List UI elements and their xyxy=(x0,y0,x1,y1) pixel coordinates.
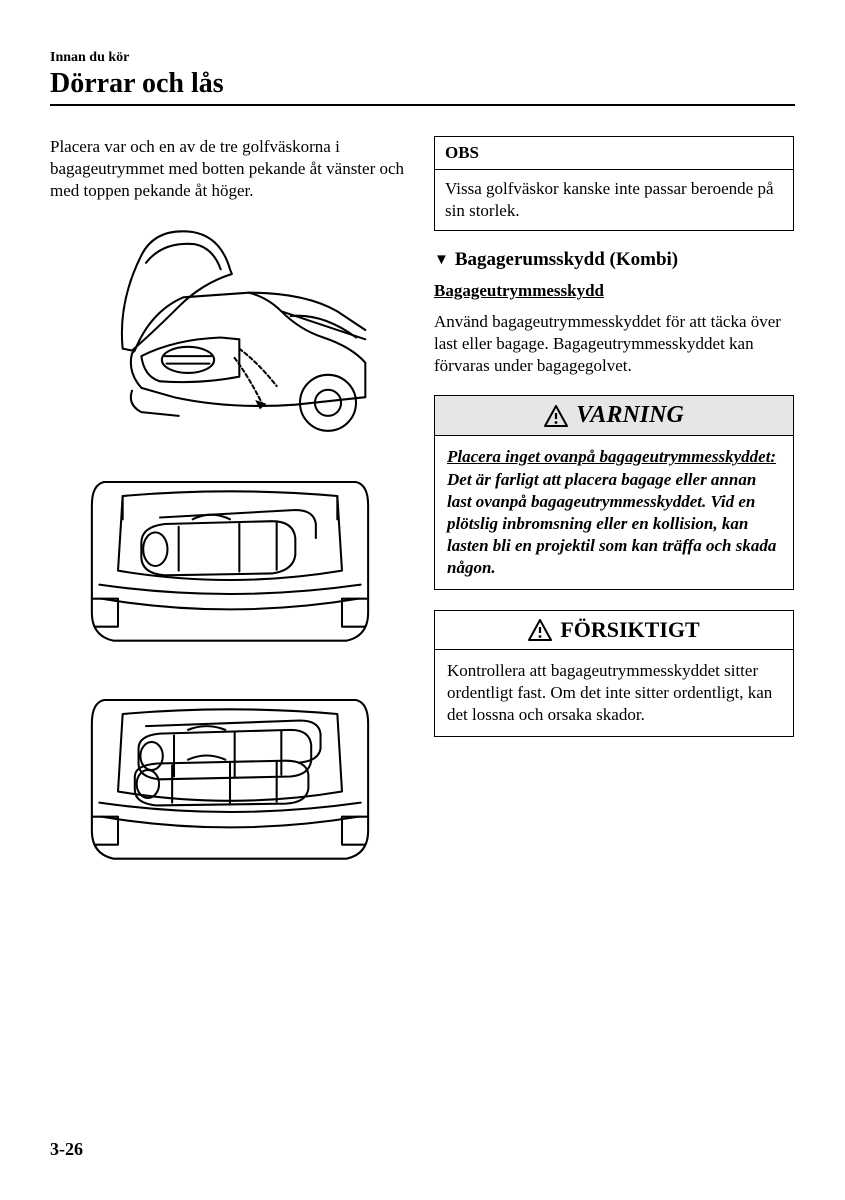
figure-trunk-three-bags xyxy=(90,672,370,877)
page-title: Dörrar och lås xyxy=(50,68,795,100)
triangle-icon: ▼ xyxy=(434,252,449,269)
warning-label: VARNING xyxy=(576,402,684,429)
warning-header: VARNING xyxy=(435,396,793,436)
subheading-text: Bagagerumsskydd (Kombi) xyxy=(455,249,678,271)
caution-text: Kontrollera att bagageutrymmesskyddet si… xyxy=(435,650,793,736)
title-rule xyxy=(50,104,795,106)
warning-body: Placera inget ovanpå bagageutrymmesskydd… xyxy=(435,436,793,589)
figure-trunk-side-view xyxy=(90,218,370,442)
body-paragraph: Använd bagageutrymmesskyddet för att täc… xyxy=(434,311,794,377)
content-columns: Placera var och en av de tre golfväskorn… xyxy=(50,136,795,889)
subheading: ▼ Bagagerumsskydd (Kombi) xyxy=(434,249,794,271)
intro-paragraph: Placera var och en av de tre golfväskorn… xyxy=(50,136,410,202)
obs-box: OBS Vissa golfväskor kanske inte passar … xyxy=(434,136,794,231)
subsubheading: Bagageutrymmesskydd xyxy=(434,281,794,301)
caution-label: FÖRSIKTIGT xyxy=(560,617,699,643)
warning-lead: Placera inget ovanpå bagageutrymmesskydd… xyxy=(447,446,781,468)
right-column: OBS Vissa golfväskor kanske inte passar … xyxy=(434,136,794,889)
page-number: 3-26 xyxy=(50,1139,83,1160)
page-header: Innan du kör Dörrar och lås xyxy=(50,50,795,106)
caution-header: FÖRSIKTIGT xyxy=(435,611,793,650)
pretitle: Innan du kör xyxy=(50,50,795,66)
left-column: Placera var och en av de tre golfväskorn… xyxy=(50,136,410,889)
obs-text: Vissa golfväskor kanske inte passar bero… xyxy=(435,170,793,230)
warning-icon xyxy=(544,405,568,427)
caution-icon xyxy=(528,619,552,641)
figure-trunk-two-bags xyxy=(90,454,370,659)
warning-text: Det är farligt att placera bagage eller … xyxy=(447,470,776,577)
warning-box: VARNING Placera inget ovanpå bagageutrym… xyxy=(434,395,794,590)
caution-box: FÖRSIKTIGT Kontrollera att bagageutrymme… xyxy=(434,610,794,737)
obs-label: OBS xyxy=(435,137,793,170)
